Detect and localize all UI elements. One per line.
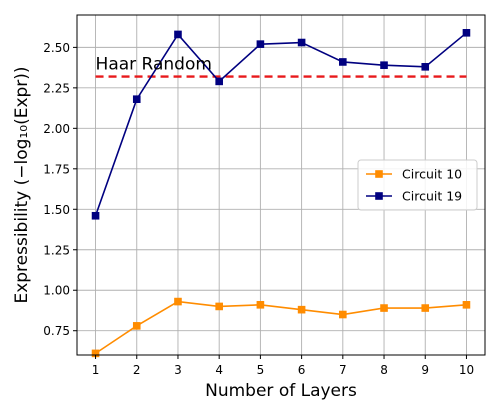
data-point-marker [339, 58, 347, 66]
series-circuit-19 [91, 29, 471, 220]
data-point-marker [256, 301, 265, 309]
x-tick-label: 1 [92, 363, 100, 377]
data-point-marker [339, 310, 347, 319]
data-point-marker [174, 297, 182, 306]
x-tick-label: 8 [380, 363, 388, 377]
legend-label: Circuit 10 [402, 167, 462, 182]
data-point-marker [91, 349, 100, 358]
data-point-marker [132, 95, 141, 103]
y-tick-label: 2.25 [43, 81, 70, 95]
x-tick-label: 2 [133, 363, 141, 377]
y-tick-label: 1.75 [43, 162, 70, 176]
x-tick-label: 10 [459, 363, 474, 377]
legend-item: Circuit 10 [366, 167, 462, 182]
data-point-marker [380, 304, 388, 312]
x-tick-label: 5 [257, 363, 265, 377]
data-point-marker [462, 29, 471, 37]
data-point-marker [215, 302, 223, 311]
data-point-marker [297, 38, 306, 47]
data-point-marker [174, 30, 182, 39]
y-tick-label: 1.50 [43, 203, 70, 217]
series-line [95, 300, 467, 355]
data-point-marker [462, 301, 471, 309]
legend-label: Circuit 19 [402, 189, 462, 204]
plot-border [76, 14, 486, 356]
y-axis-title: Expressibility (−log₁₀(Expr)) [12, 66, 32, 303]
y-tick-label: 0.75 [43, 324, 70, 338]
legend-box [357, 159, 478, 211]
x-axis-title: Number of Layers [205, 381, 357, 401]
legend-marker [375, 170, 383, 178]
data-point-marker [215, 77, 223, 86]
series-group [91, 29, 471, 358]
data-point-marker [256, 40, 265, 48]
legend-item: Circuit 19 [366, 189, 462, 204]
data-point-marker [132, 322, 141, 330]
series-line [94, 32, 467, 217]
y-tick-label: 2.00 [43, 122, 70, 136]
y-tick-label: 2.50 [43, 41, 70, 55]
data-point-marker [421, 304, 430, 312]
x-tick-label: 7 [339, 363, 347, 377]
x-tick-label: 9 [421, 363, 429, 377]
y-tick-label: 1.25 [43, 243, 70, 257]
plot-frame [76, 14, 486, 356]
data-point-marker [380, 61, 388, 69]
x-tick-label: 6 [298, 363, 306, 377]
data-point-marker [297, 305, 306, 314]
x-tick-label: 3 [174, 363, 182, 377]
x-tick-label: 4 [215, 363, 223, 377]
data-point-marker [421, 63, 430, 71]
legend: Circuit 10 Circuit 19 [357, 159, 478, 211]
data-point-marker [91, 211, 100, 220]
ticks: 1 2 3 4 5 6 7 8 9 10 0.75 1.00 1.25 1.50 1.75 2.00 2.25 2… [43, 41, 474, 377]
series-circuit-10 [91, 297, 471, 358]
legend-marker [375, 192, 383, 200]
reference-line-label: Haar Random [96, 55, 212, 75]
y-tick-label: 1.00 [43, 284, 70, 298]
